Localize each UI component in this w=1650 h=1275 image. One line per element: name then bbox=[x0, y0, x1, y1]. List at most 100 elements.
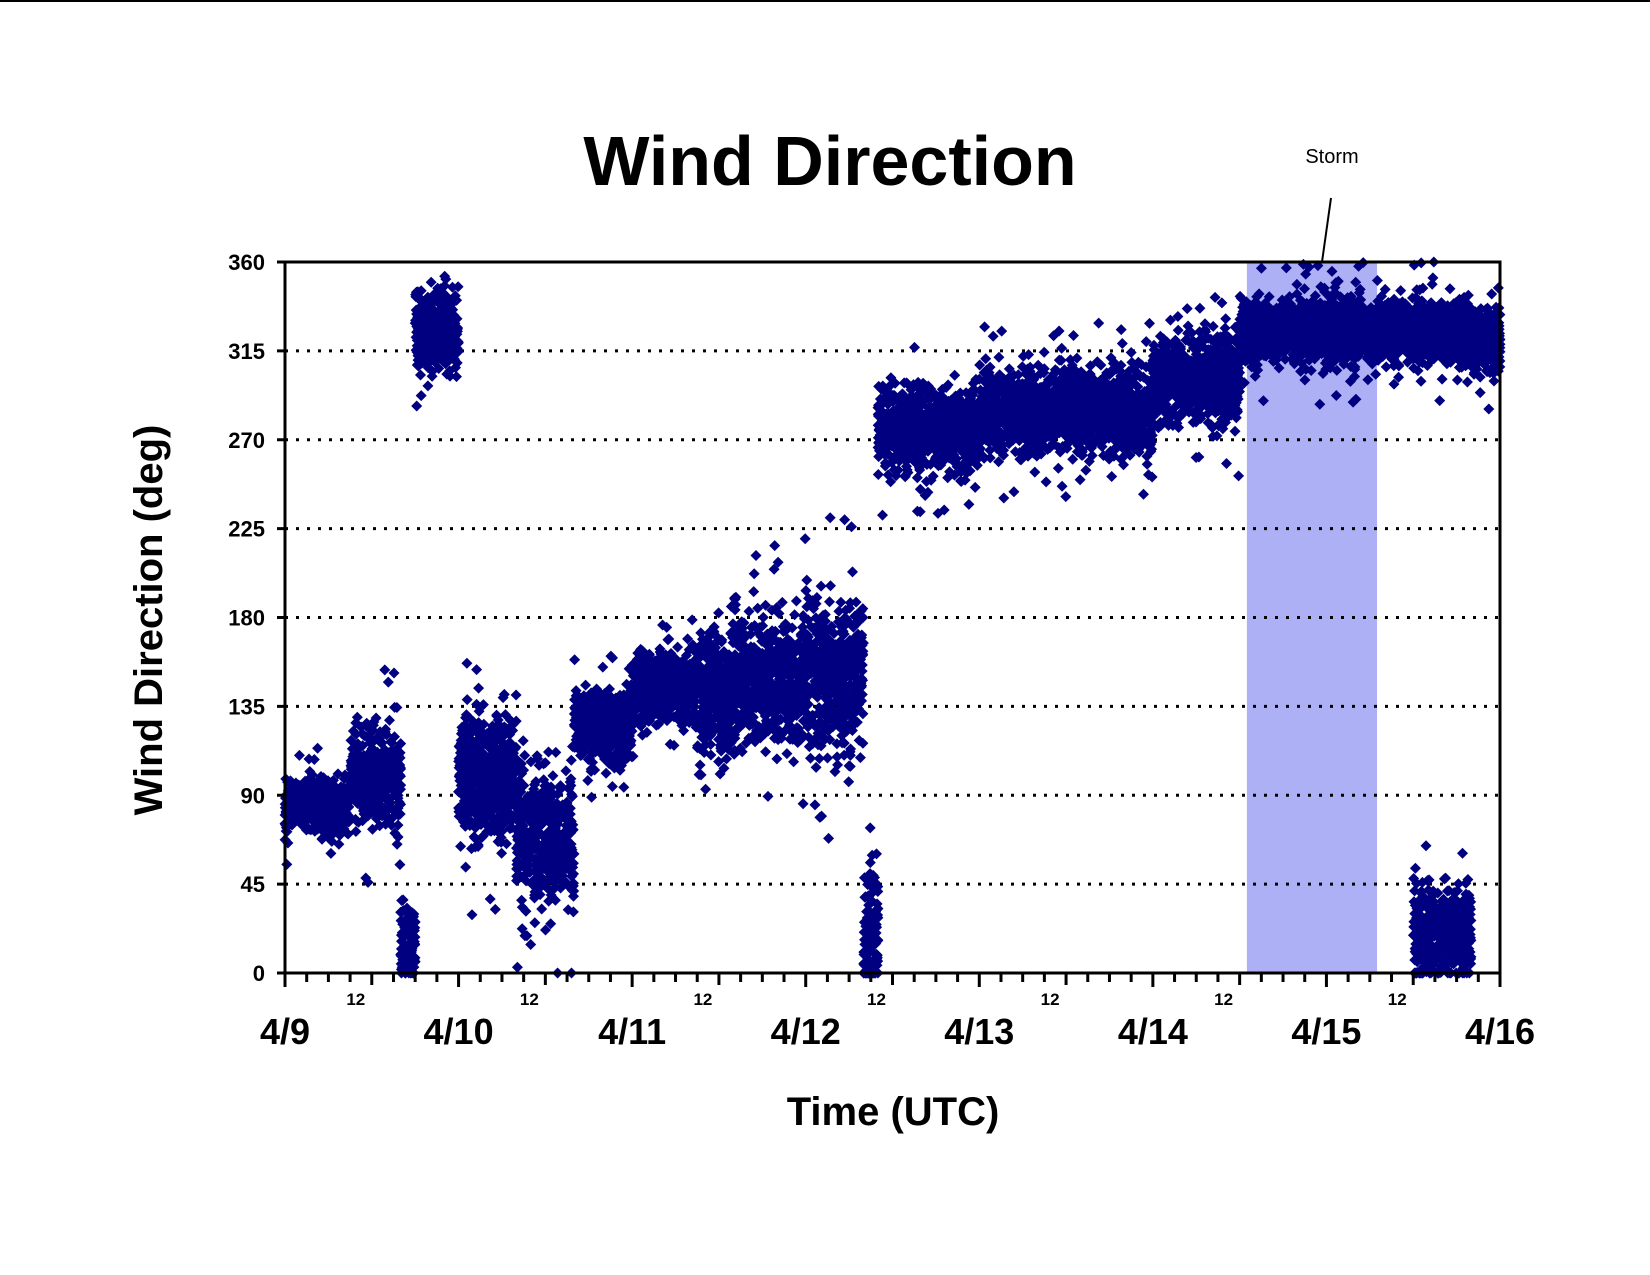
data-point bbox=[379, 809, 391, 821]
data-point bbox=[392, 819, 404, 831]
data-point bbox=[762, 790, 774, 802]
data-point bbox=[391, 702, 403, 713]
data-point bbox=[354, 771, 366, 783]
data-point bbox=[815, 580, 827, 592]
data-point bbox=[757, 611, 769, 623]
data-point bbox=[473, 682, 485, 694]
data-point bbox=[823, 832, 835, 844]
data-point bbox=[565, 754, 577, 766]
data-point bbox=[350, 826, 362, 837]
data-point bbox=[451, 371, 462, 383]
data-point bbox=[406, 945, 418, 957]
data-point bbox=[415, 390, 427, 402]
data-point bbox=[529, 917, 541, 929]
data-point bbox=[363, 775, 375, 787]
data-point bbox=[364, 767, 376, 779]
data-point bbox=[397, 894, 409, 906]
x-axis-label: Time (UTC) bbox=[787, 1090, 1000, 1134]
data-point bbox=[362, 876, 374, 888]
y-axis-label: Wind Direction (deg) bbox=[127, 425, 171, 816]
data-point bbox=[297, 804, 309, 816]
data-point bbox=[597, 661, 609, 673]
data-point bbox=[369, 807, 381, 819]
data-point bbox=[799, 533, 811, 545]
data-point bbox=[422, 380, 434, 392]
data-point bbox=[516, 894, 528, 906]
data-points bbox=[279, 256, 1506, 979]
data-point bbox=[380, 818, 392, 830]
data-point bbox=[460, 861, 472, 873]
data-point bbox=[380, 723, 392, 735]
data-point bbox=[569, 654, 581, 666]
data-point bbox=[517, 735, 529, 747]
data-point bbox=[389, 827, 401, 839]
data-point bbox=[847, 566, 858, 578]
data-point bbox=[312, 742, 324, 754]
data-point bbox=[281, 858, 293, 870]
data-point bbox=[309, 797, 321, 809]
data-point bbox=[536, 903, 548, 915]
data-point bbox=[305, 824, 317, 836]
data-point bbox=[425, 276, 437, 288]
data-point bbox=[415, 369, 426, 381]
data-point bbox=[293, 749, 305, 761]
data-point bbox=[600, 767, 612, 779]
data-point bbox=[347, 791, 358, 803]
data-point bbox=[406, 961, 418, 973]
data-point bbox=[383, 782, 395, 794]
data-point bbox=[385, 736, 397, 748]
data-point bbox=[375, 759, 387, 771]
data-point bbox=[825, 580, 836, 592]
data-point bbox=[864, 822, 876, 834]
data-point bbox=[303, 753, 315, 765]
data-point bbox=[300, 779, 311, 791]
data-point bbox=[510, 689, 522, 701]
data-point bbox=[315, 798, 327, 810]
top-border-line bbox=[0, 0, 1650, 2]
data-point bbox=[824, 512, 836, 524]
data-point bbox=[320, 781, 332, 793]
data-point bbox=[298, 815, 310, 827]
data-point bbox=[406, 907, 418, 919]
data-point bbox=[332, 768, 344, 780]
data-point bbox=[461, 694, 473, 706]
data-point bbox=[606, 781, 618, 792]
data-point bbox=[750, 550, 762, 561]
data-point bbox=[496, 847, 508, 859]
data-point bbox=[328, 809, 340, 821]
data-point bbox=[409, 931, 421, 943]
data-point bbox=[748, 586, 760, 598]
data-point bbox=[350, 717, 362, 729]
data-point bbox=[580, 679, 592, 691]
data-point bbox=[366, 743, 378, 755]
data-point bbox=[396, 929, 408, 940]
data-point bbox=[769, 540, 781, 552]
data-point bbox=[455, 840, 467, 852]
data-point bbox=[399, 959, 411, 971]
data-point bbox=[760, 746, 772, 758]
data-point bbox=[379, 664, 391, 676]
data-point bbox=[370, 733, 382, 745]
data-point bbox=[700, 783, 712, 795]
data-point bbox=[788, 756, 800, 768]
data-point bbox=[484, 893, 496, 905]
data-point bbox=[365, 727, 377, 739]
data-point bbox=[797, 798, 809, 810]
data-point bbox=[790, 595, 802, 607]
data-point bbox=[390, 756, 402, 768]
data-point bbox=[618, 781, 630, 793]
data-point bbox=[489, 903, 501, 915]
data-point bbox=[394, 859, 406, 871]
chart-title: Wind Direction bbox=[583, 122, 1076, 200]
data-point bbox=[843, 776, 855, 788]
data-point bbox=[846, 521, 857, 533]
data-point bbox=[582, 775, 594, 786]
data-point bbox=[471, 664, 483, 676]
data-point bbox=[326, 835, 338, 847]
data-point bbox=[287, 791, 298, 803]
data-point bbox=[839, 514, 851, 526]
data-point bbox=[662, 634, 674, 646]
data-point bbox=[393, 764, 405, 776]
data-point bbox=[822, 752, 833, 764]
data-point bbox=[789, 609, 801, 621]
